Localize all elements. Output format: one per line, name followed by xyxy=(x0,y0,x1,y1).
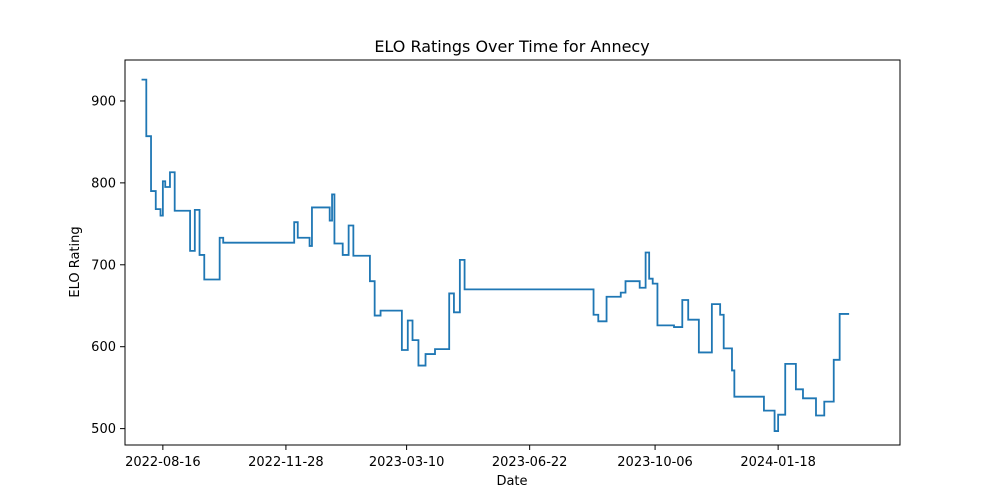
y-tick-label: 800 xyxy=(91,176,116,191)
elo-series-line xyxy=(141,78,850,432)
y-tick-label: 700 xyxy=(91,258,116,273)
x-tick-label: 2023-03-10 xyxy=(369,455,445,470)
x-tick-label: 2024-01-18 xyxy=(740,455,816,470)
x-axis-ticks: 2022-08-16 2022-11-28 2023-03-10 2023-06-22… xyxy=(125,445,816,470)
y-tick-label: 900 xyxy=(91,94,116,109)
plot-frame xyxy=(124,59,901,446)
chart-title: ELO Ratings Over Time for Annecy xyxy=(374,37,649,56)
x-tick-label: 2023-10-06 xyxy=(617,455,693,470)
x-tick-label: 2022-08-16 xyxy=(125,455,201,470)
x-axis-label: Date xyxy=(496,474,527,489)
y-axis-ticks: 500 600 700 800 900 xyxy=(91,94,125,437)
x-tick-label: 2022-11-28 xyxy=(248,455,324,470)
y-tick-label: 500 xyxy=(91,422,116,437)
y-axis-label: ELO Rating xyxy=(68,226,83,297)
y-tick-label: 600 xyxy=(91,340,116,355)
x-tick-label: 2023-06-22 xyxy=(492,455,568,470)
